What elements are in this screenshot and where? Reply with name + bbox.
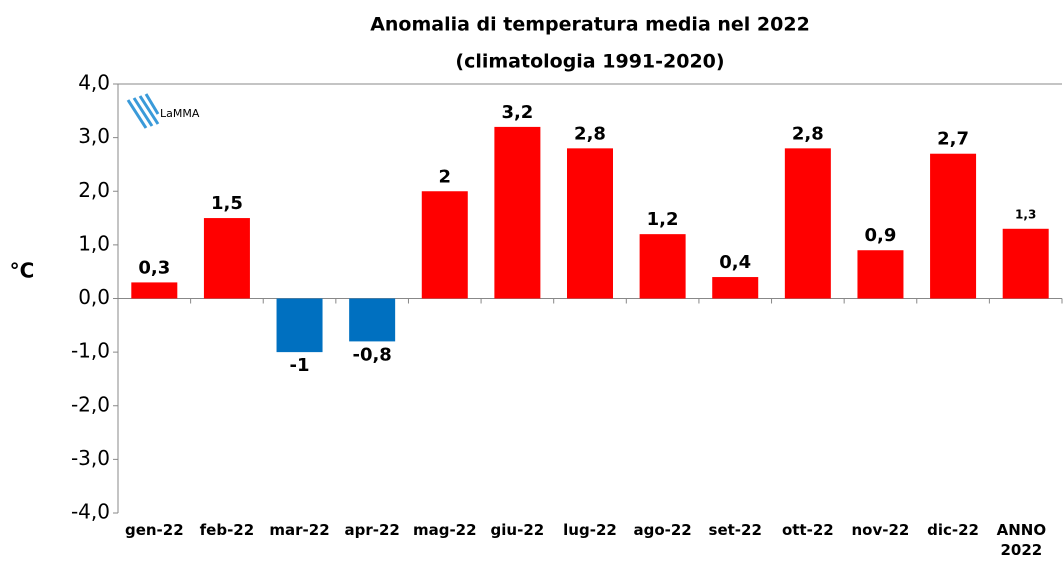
x-tick-label: set-22: [708, 521, 762, 539]
x-tick-label: mar-22: [269, 521, 330, 539]
value-label: 1,5: [211, 193, 243, 214]
y-tick-label: -3,0: [71, 446, 110, 470]
y-axis-label: °C: [10, 259, 35, 283]
bar: [421, 191, 468, 299]
value-label: 2,7: [937, 129, 969, 150]
x-tick-label: giu-22: [490, 521, 545, 539]
bar: [131, 282, 178, 299]
y-tick-label: -2,0: [71, 392, 110, 416]
x-tick-label: mag-22: [412, 521, 477, 539]
x-tick-label: feb-22: [199, 521, 255, 539]
value-label: -1: [290, 355, 310, 376]
x-tick-label: ANNO 2022: [996, 521, 1047, 559]
value-label: 2,8: [792, 123, 824, 144]
y-tick-label: -4,0: [71, 500, 110, 524]
x-tick-label: dic-22: [927, 521, 979, 539]
chart-subtitle: (climatologia 1991-2020): [455, 51, 724, 73]
x-tick-label: ott-22: [781, 521, 834, 539]
bar: [567, 148, 613, 299]
bar: [276, 298, 323, 353]
chart-title: Anomalia di temperatura media nel 2022: [370, 14, 810, 36]
bar: [203, 218, 250, 299]
value-label: 1,3: [1015, 207, 1036, 221]
y-tick-label: -1,0: [71, 339, 110, 363]
y-tick-label: 2,0: [78, 178, 110, 202]
bar: [639, 234, 686, 299]
value-label: 0,9: [865, 225, 897, 246]
y-tick-label: 1,0: [78, 231, 110, 255]
value-label: 3,2: [501, 102, 533, 123]
bar: [857, 250, 904, 299]
value-label: 2: [439, 166, 452, 187]
value-label: 1,2: [647, 209, 679, 230]
bar: [494, 126, 541, 299]
x-tick-label: gen-22: [124, 521, 184, 539]
bar: [712, 277, 759, 299]
logo: LaMMA: [126, 93, 200, 129]
logo-text: LaMMA: [160, 107, 200, 120]
x-tick-label: nov-22: [851, 521, 910, 539]
bar: [930, 153, 977, 299]
value-label: -0,8: [352, 344, 391, 365]
x-tick-label: ago-22: [633, 521, 692, 539]
value-label: 2,8: [574, 123, 606, 144]
logo-icon: [126, 93, 160, 129]
bar: [784, 148, 831, 299]
x-tick-label: lug-22: [563, 521, 617, 539]
y-tick-label: 4,0: [78, 71, 110, 95]
bar: [1002, 228, 1049, 299]
value-label: 0,3: [138, 257, 170, 278]
bar: [349, 298, 396, 342]
y-tick-label: 3,0: [78, 124, 110, 148]
y-tick-label: 0,0: [78, 285, 110, 309]
x-tick-label: apr-22: [344, 521, 400, 539]
value-label: 0,4: [719, 252, 751, 273]
